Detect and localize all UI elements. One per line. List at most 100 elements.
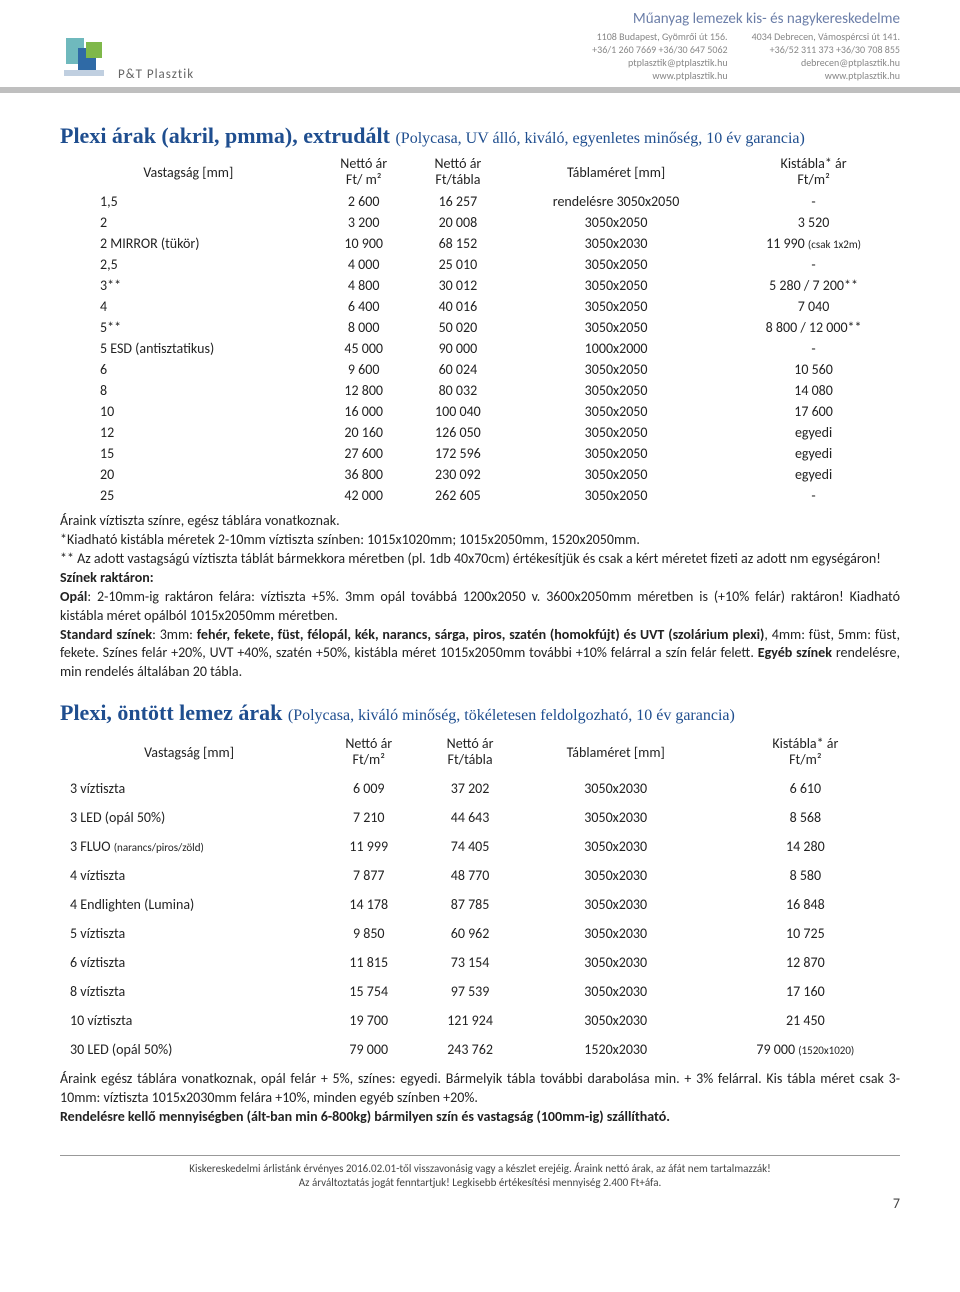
cell: 17 600 [727, 401, 900, 422]
section1-notes: Áraink víztiszta színre, egész táblára v… [60, 512, 900, 682]
cell: 14 178 [318, 890, 419, 919]
cell: 20 [60, 464, 317, 485]
cell: 48 770 [419, 861, 520, 890]
cell: 3050x2050 [505, 464, 727, 485]
cell: 3050x2050 [505, 212, 727, 233]
cell: 230 092 [411, 464, 505, 485]
cell: 4 Endlighten (Lumina) [60, 890, 318, 919]
page-header: P&T Plasztik Műanyag lemezek kis- és nag… [0, 0, 960, 93]
cell: 3050x2030 [505, 233, 727, 254]
note-line: Rendelésre kellő mennyiségben (ált-ban m… [60, 1108, 900, 1127]
cell: 7 040 [727, 296, 900, 317]
cell: 20 160 [317, 422, 411, 443]
cell: 4 [60, 296, 317, 317]
cell: 3050x2030 [521, 919, 711, 948]
col-header: Nettó árFt/tábla [419, 730, 520, 774]
tagline: Műanyag lemezek kis- és nagykereskedelme [592, 10, 900, 28]
cell: - [727, 191, 900, 212]
cell: 3050x2030 [521, 977, 711, 1006]
contact-column: 1108 Budapest, Gyömrői út 156.+36/1 260 … [592, 30, 727, 82]
cell: 30 012 [411, 275, 505, 296]
table-row: 2542 000262 6053050x2050- [60, 485, 900, 506]
note-line: Standard színek: 3mm: fehér, fekete, füs… [60, 626, 900, 683]
table-row: 4 víztiszta7 87748 7703050x20308 580 [60, 861, 900, 890]
cell: 1,5 [60, 191, 317, 212]
cell: 3050x2030 [521, 803, 711, 832]
table-row: 46 40040 0163050x20507 040 [60, 296, 900, 317]
section1-title: Plexi árak (akril, pmma), extrudált (Pol… [60, 123, 900, 149]
cell: 2 MIRROR (tükör) [60, 233, 317, 254]
note-line: ** Az adott vastagságú víztiszta táblát … [60, 550, 900, 569]
cell: 8 000 [317, 317, 411, 338]
cell: 3050x2050 [505, 401, 727, 422]
col-header: Vastagság [mm] [60, 153, 317, 191]
table-row: 3 FLUO (narancs/piros/zöld)11 99974 4053… [60, 832, 900, 861]
cell: 15 754 [318, 977, 419, 1006]
col-header: Nettó árFt/tábla [411, 153, 505, 191]
table-row: 3 víztiszta6 00937 2023050x20306 610 [60, 774, 900, 803]
table-row: 812 80080 0323050x205014 080 [60, 380, 900, 401]
cell: 6 400 [317, 296, 411, 317]
col-header: Nettó árFt/ m² [317, 153, 411, 191]
cell: 3050x2050 [505, 275, 727, 296]
cell: 79 000 (1520x1020) [711, 1035, 900, 1064]
table-row: 1,52 60016 257rendelésre 3050x2050- [60, 191, 900, 212]
cell: - [727, 485, 900, 506]
section2-notes: Áraink egész táblára vonatkoznak, opál f… [60, 1070, 900, 1127]
cell: 6 009 [318, 774, 419, 803]
cell: 10 900 [317, 233, 411, 254]
cell: 7 210 [318, 803, 419, 832]
page-footer: Kiskereskedelmi árlistánk érvényes 2016.… [60, 1155, 900, 1191]
cell: 37 202 [419, 774, 520, 803]
cell: 3050x2050 [505, 254, 727, 275]
table-row: 1527 600172 5963050x2050egyedi [60, 443, 900, 464]
cell: 4 800 [317, 275, 411, 296]
cell: 97 539 [419, 977, 520, 1006]
cell: 3 520 [727, 212, 900, 233]
note-line: Áraink víztiszta színre, egész táblára v… [60, 512, 900, 531]
cell: 8 [60, 380, 317, 401]
table-row: 4 Endlighten (Lumina)14 17887 7853050x20… [60, 890, 900, 919]
cell: 74 405 [419, 832, 520, 861]
cell: 3050x2030 [521, 774, 711, 803]
cell: 5 víztiszta [60, 919, 318, 948]
note-line: *Kiadható kistábla méretek 2-10mm víztis… [60, 531, 900, 550]
table-row: 30 LED (opál 50%)79 000243 7621520x20307… [60, 1035, 900, 1064]
table-row: 1220 160126 0503050x2050egyedi [60, 422, 900, 443]
table-row: 3**4 80030 0123050x20505 280 / 7 200** [60, 275, 900, 296]
cell: 3050x2030 [521, 890, 711, 919]
page-number: 7 [60, 1195, 900, 1212]
section2-title: Plexi, öntött lemez árak (Polycasa, kivá… [60, 700, 900, 726]
cell: rendelésre 3050x2050 [505, 191, 727, 212]
cell: 8 568 [711, 803, 900, 832]
cell: 21 450 [711, 1006, 900, 1035]
cell: 25 [60, 485, 317, 506]
contact-column: 4034 Debrecen, Vámospércsi út 141.+36/52… [752, 30, 900, 82]
cell: 25 010 [411, 254, 505, 275]
cell: 42 000 [317, 485, 411, 506]
cell: egyedi [727, 464, 900, 485]
cell: 100 040 [411, 401, 505, 422]
cell: 79 000 [318, 1035, 419, 1064]
cell: 3050x2030 [521, 832, 711, 861]
table-row: 5 ESD (antisztatikus)45 00090 0001000x20… [60, 338, 900, 359]
cell: 3 víztiszta [60, 774, 318, 803]
cell: 8 800 / 12 000** [727, 317, 900, 338]
table-row: 8 víztiszta15 75497 5393050x203017 160 [60, 977, 900, 1006]
cell: 90 000 [411, 338, 505, 359]
table-row: 10 víztiszta19 700121 9243050x203021 450 [60, 1006, 900, 1035]
cell: egyedi [727, 443, 900, 464]
cell: 19 700 [318, 1006, 419, 1035]
cell: 3050x2030 [521, 861, 711, 890]
cell: 5 280 / 7 200** [727, 275, 900, 296]
cell: 60 962 [419, 919, 520, 948]
cell: 3050x2050 [505, 422, 727, 443]
cell: 73 154 [419, 948, 520, 977]
cell: 3 LED (opál 50%) [60, 803, 318, 832]
table-row: 2 MIRROR (tükör)10 90068 1523050x203011 … [60, 233, 900, 254]
table-row: 2,54 00025 0103050x2050- [60, 254, 900, 275]
cell: 10 víztiszta [60, 1006, 318, 1035]
cell: 44 643 [419, 803, 520, 832]
cell: 30 LED (opál 50%) [60, 1035, 318, 1064]
cell: 10 725 [711, 919, 900, 948]
